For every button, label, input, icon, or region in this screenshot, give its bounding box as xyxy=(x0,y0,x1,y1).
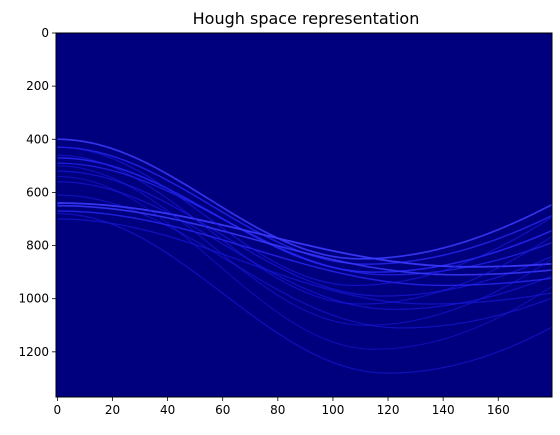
x-tick-label: 160 xyxy=(487,403,510,417)
hough-curve xyxy=(57,213,552,374)
y-tick-label: 1000 xyxy=(18,292,49,306)
hough-curve xyxy=(57,204,552,276)
hough-curve xyxy=(57,181,552,310)
hough-curve xyxy=(57,202,552,268)
y-tick-label: 0 xyxy=(41,26,49,40)
y-tick-label: 800 xyxy=(26,239,49,253)
x-tick-label: 120 xyxy=(377,403,400,417)
x-tick-label: 140 xyxy=(432,403,455,417)
hough-curve xyxy=(57,154,552,305)
y-tick-label: 1200 xyxy=(18,345,49,359)
plot-frame xyxy=(55,32,553,398)
hough-curve xyxy=(57,175,552,350)
hough-curve xyxy=(57,138,552,260)
x-tick-label: 100 xyxy=(321,403,344,417)
x-tick-label: 20 xyxy=(105,403,120,417)
x-tick-label: 0 xyxy=(54,403,62,417)
x-axis: 0 20 40 60 80 100 120 140 160 xyxy=(54,397,510,417)
heatmap-background xyxy=(56,33,552,397)
y-tick-label: 600 xyxy=(26,185,49,199)
hough-curve xyxy=(57,157,552,273)
hough-curve xyxy=(57,146,552,287)
hough-curves xyxy=(57,138,552,374)
y-axis: 0 200 400 600 800 1000 1200 xyxy=(18,26,56,359)
x-tick-label: 40 xyxy=(160,403,175,417)
x-tick-label: 60 xyxy=(215,403,230,417)
y-tick-label: 400 xyxy=(26,132,49,146)
x-tick-label: 80 xyxy=(270,403,285,417)
chart-title: Hough space representation xyxy=(193,9,420,28)
y-tick-label: 200 xyxy=(26,79,49,93)
hough-curve xyxy=(57,165,552,326)
hough-curve xyxy=(57,210,552,287)
